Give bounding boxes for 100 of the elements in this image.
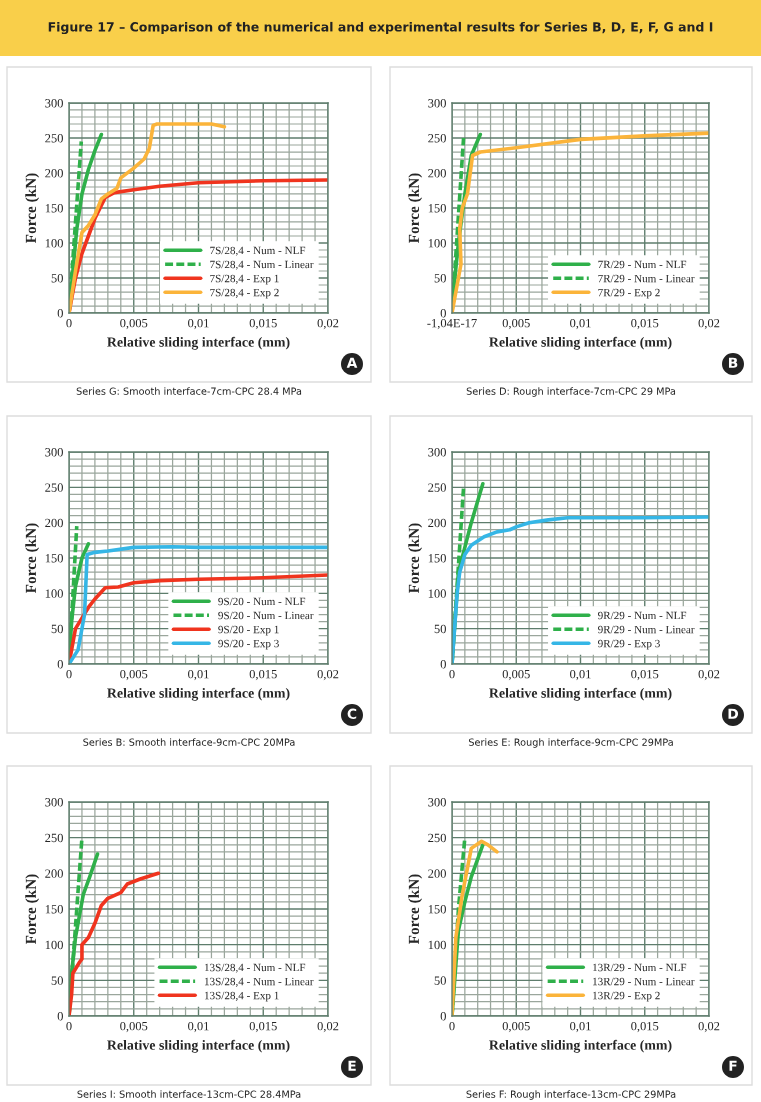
x-tick-label: 0,01: [188, 1021, 209, 1033]
y-tick-label: 250: [428, 483, 446, 492]
x-tick-label: -1,04E-17: [427, 318, 477, 330]
y-axis-title: Force (kN): [25, 874, 40, 945]
text: Series I: Smooth interface-13cm-CPC 28.4MPa: [77, 1090, 301, 1098]
line-series: [69, 871, 161, 1016]
text: D: [728, 708, 739, 719]
y-tick-label: 100: [428, 589, 446, 598]
y-tick-label: 250: [45, 134, 63, 143]
x-tick-label: 0,01: [570, 318, 591, 330]
y-tick-label: 100: [428, 239, 446, 248]
legend-label: 7S/28,4 - Num - Linear: [210, 260, 314, 270]
y-tick-label: 250: [428, 134, 446, 143]
legend-label: 9R/29 - Num - NLF: [598, 611, 687, 620]
y-tick-label: 50: [434, 976, 446, 985]
x-tick-label: 0,02: [698, 318, 720, 330]
x-axis-title: Relative sliding interface (mm): [107, 336, 290, 350]
x-axis-title: Relative sliding interface (mm): [107, 1039, 290, 1053]
y-tick-label: 250: [45, 833, 63, 843]
x-tick-label: 0,005: [120, 1021, 148, 1033]
text: A: [346, 357, 358, 368]
y-tick-label: 0: [57, 660, 63, 669]
x-tick-label: 0: [66, 669, 72, 679]
y-tick-label: 0: [440, 309, 446, 318]
x-tick-label: 0,015: [631, 1021, 659, 1033]
x-tick-label: 0: [66, 318, 72, 328]
text: B: [728, 357, 738, 368]
x-tick-label: 0: [66, 1021, 72, 1031]
x-tick-label: 0,02: [317, 669, 339, 681]
legend-label: 9R/29 - Num - Linear: [598, 625, 695, 634]
x-tick-label: 0,005: [120, 669, 148, 681]
y-tick-label: 200: [45, 518, 63, 528]
text: Series B: Smooth interface-9cm-CPC 20MPa: [83, 738, 295, 746]
text: Series E: Rough interface-9cm-CPC 29MPa: [468, 738, 673, 748]
y-tick-label: 300: [428, 99, 446, 108]
y-tick-label: 200: [45, 869, 63, 878]
legend-label: 13R/29 - Num - NLF: [593, 963, 687, 972]
y-tick-label: 50: [51, 624, 63, 634]
y-tick-label: 150: [45, 905, 63, 914]
y-axis-title: Force (kN): [408, 173, 423, 244]
y-axis-title: Force (kN): [25, 523, 40, 594]
y-axis-title: Force (kN): [408, 874, 423, 945]
y-tick-label: 250: [45, 483, 63, 492]
legend-label: 9S/20 - Num - Linear: [218, 611, 314, 620]
y-tick-label: 300: [428, 798, 446, 807]
legend-label: 7S/28,4 - Exp 1: [210, 274, 279, 285]
x-tick-label: 0,005: [120, 318, 148, 330]
x-tick-label: 0,02: [698, 1021, 720, 1033]
legend-label: 13R/29 - Exp 2: [593, 991, 660, 1002]
x-tick-label: 0,015: [249, 318, 277, 330]
y-tick-label: 300: [45, 99, 63, 108]
y-tick-label: 50: [434, 274, 446, 283]
text: F: [729, 1060, 737, 1071]
y-axis-title: Force (kN): [25, 173, 40, 244]
legend-label: 7S/28,4 - Exp 2: [210, 288, 279, 299]
legend-label: 7R/29 - Num - NLF: [598, 260, 687, 269]
text: Figure 17 – Comparison of the numerical and experimental results for Series B, D, E, F, G and I: [48, 21, 713, 35]
legend-label: 13S/28,4 - Exp 1: [204, 991, 279, 1002]
legend-label: 13S/28,4 - Num - NLF: [204, 963, 306, 973]
y-tick-label: 150: [428, 554, 446, 563]
x-tick-label: 0,01: [188, 318, 209, 330]
x-tick-label: 0,02: [317, 1021, 339, 1033]
y-tick-label: 100: [45, 589, 63, 598]
legend-label: 13R/29 - Num - Linear: [593, 977, 695, 986]
y-tick-label: 300: [428, 448, 446, 457]
y-tick-label: 150: [428, 204, 446, 213]
y-tick-label: 150: [45, 554, 63, 563]
legend-label: 9S/20 - Num - NLF: [218, 597, 306, 606]
y-tick-label: 50: [51, 976, 63, 985]
x-tick-label: 0,005: [502, 318, 530, 330]
x-tick-label: 0,005: [502, 669, 530, 681]
y-tick-label: 200: [428, 169, 446, 178]
text: E: [348, 1060, 356, 1071]
x-tick-label: 0,01: [188, 669, 209, 681]
legend-label: 13S/28,4 - Num - Linear: [204, 977, 314, 987]
legend-label: 7R/29 - Num - Linear: [598, 274, 695, 283]
legend-label: 7S/28,4 - Num - NLF: [210, 246, 306, 256]
y-tick-label: 200: [428, 518, 446, 528]
x-tick-label: 0,015: [631, 318, 659, 330]
y-tick-label: 150: [45, 204, 63, 213]
x-tick-label: 0,01: [570, 1021, 591, 1033]
y-axis-title: Force (kN): [408, 523, 423, 594]
y-tick-label: 50: [434, 624, 446, 634]
x-tick-label: 0,02: [698, 669, 720, 681]
x-tick-label: 0,015: [631, 669, 659, 681]
y-tick-label: 250: [428, 833, 446, 843]
x-axis-title: Relative sliding interface (mm): [489, 687, 672, 701]
x-axis-title: Relative sliding interface (mm): [489, 1039, 672, 1053]
legend-label: 9S/20 - Exp 3: [218, 639, 279, 650]
text: Series F: Rough interface-13cm-CPC 29MPa: [466, 1090, 676, 1100]
y-tick-label: 100: [45, 239, 63, 248]
y-tick-label: 0: [57, 309, 63, 318]
x-tick-label: 0,005: [502, 1021, 530, 1033]
line-series: [452, 839, 499, 1016]
y-tick-label: 50: [51, 274, 63, 283]
legend-label: 9R/29 - Exp 3: [598, 639, 660, 650]
y-tick-label: 300: [45, 448, 63, 457]
legend-label: 7R/29 - Exp 2: [598, 288, 660, 299]
y-tick-label: 200: [45, 169, 63, 178]
x-tick-label: 0: [449, 669, 455, 679]
